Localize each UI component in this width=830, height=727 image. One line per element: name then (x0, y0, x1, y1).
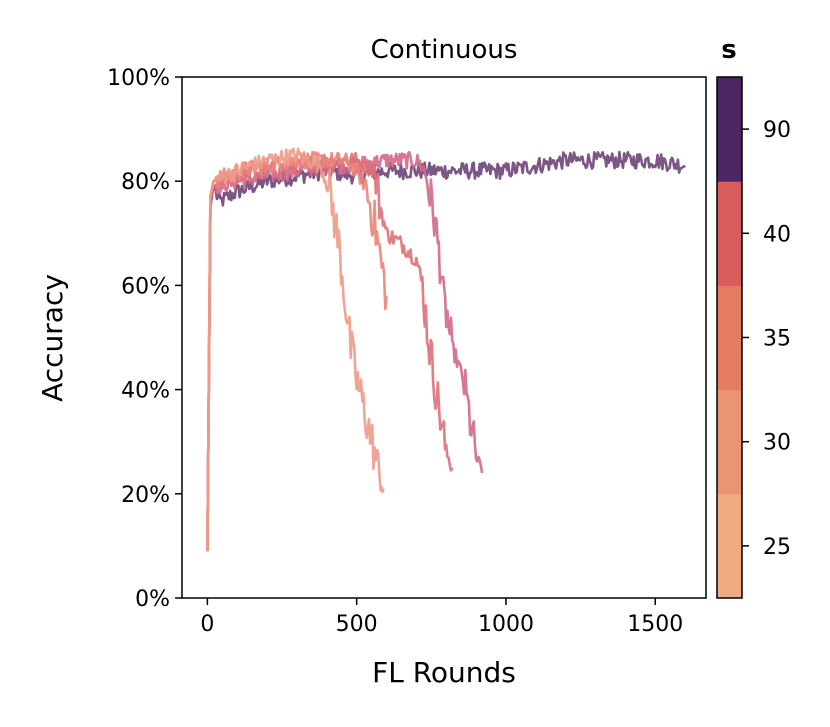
x-axis-label: FL Rounds (372, 656, 516, 689)
colorbar-ticks: 25 30 35 40 90 (742, 118, 791, 560)
series-line-s40 (206, 150, 484, 552)
y-axis-label: Accuracy (36, 274, 69, 402)
x-tick-label: 1000 (478, 612, 534, 637)
colorbar-segment (717, 389, 742, 495)
x-tick-label: 0 (200, 612, 214, 637)
colorbar-tick-label: 40 (763, 222, 791, 247)
colorbar-segment (717, 77, 742, 182)
colorbar: s 25 30 35 40 90 (716, 35, 791, 599)
y-tick-label: 40% (121, 379, 170, 404)
colorbar-segment (717, 181, 742, 286)
y-axis-ticks: 0% 20% 40% 60% 80% 100% (107, 66, 182, 612)
colorbar-segment (717, 285, 742, 391)
colorbar-tick-label: 35 (763, 327, 791, 352)
colorbar-tick-label: 90 (763, 118, 791, 143)
colorbar-segment (717, 493, 742, 599)
x-tick-label: 1500 (627, 612, 683, 637)
y-tick-label: 100% (107, 66, 170, 91)
chart-title: Continuous (371, 35, 518, 65)
y-tick-label: 80% (121, 170, 170, 195)
series-layer (206, 147, 686, 552)
y-tick-label: 0% (135, 587, 170, 612)
y-tick-label: 20% (121, 483, 170, 508)
plot-frame (181, 76, 707, 599)
x-axis-ticks: 0 500 1000 1500 (200, 598, 683, 637)
colorbar-segments (717, 77, 742, 599)
series-line-s25 (206, 147, 385, 552)
x-tick-label: 500 (336, 612, 378, 637)
colorbar-tick-label: 25 (763, 535, 791, 560)
y-tick-label: 60% (121, 274, 170, 299)
series-line-s90 (206, 150, 686, 552)
colorbar-label: s (721, 35, 736, 65)
colorbar-tick-label: 30 (763, 431, 791, 456)
